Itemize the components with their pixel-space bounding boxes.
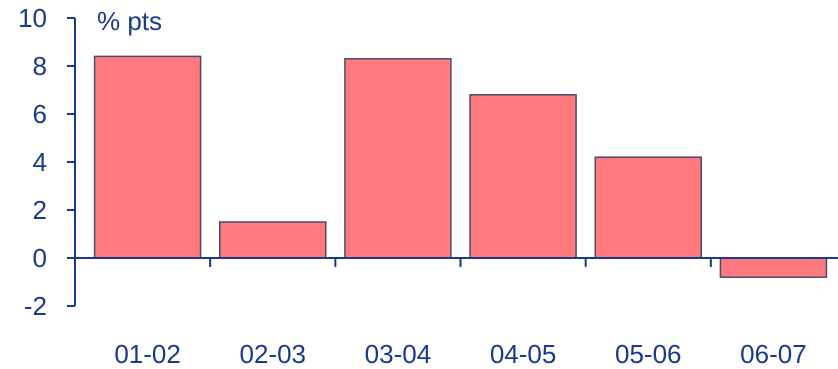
bar-03-04 (344, 58, 452, 259)
x-category-label: 02-03 (240, 339, 307, 369)
bar-06-07 (719, 257, 828, 278)
x-axis: 01-02 02-03 03-04 04-05 05-06 06-07 (75, 257, 838, 369)
y-tick-label: 4 (33, 147, 47, 177)
y-tick-label: 8 (33, 51, 47, 81)
y-tick-label: -2 (24, 291, 47, 321)
bar-04-05 (469, 94, 577, 259)
y-tick-label: 2 (33, 195, 47, 225)
y-tick-label: 10 (18, 3, 47, 33)
x-category-label: 01-02 (114, 339, 181, 369)
bar-02-03 (219, 221, 327, 259)
x-category-label: 04-05 (490, 339, 557, 369)
y-tick-label: 6 (33, 99, 47, 129)
x-category-label: 05-06 (615, 339, 682, 369)
bar-01-02 (93, 55, 202, 259)
y-axis: -2 0 2 4 6 8 10 (18, 3, 76, 321)
x-category-label: 03-04 (365, 339, 432, 369)
bars (93, 55, 828, 278)
y-tick-label: 0 (33, 243, 47, 273)
bar-05-06 (594, 156, 702, 259)
y-unit-label: % pts (97, 6, 162, 36)
x-category-label: 06-07 (740, 339, 807, 369)
